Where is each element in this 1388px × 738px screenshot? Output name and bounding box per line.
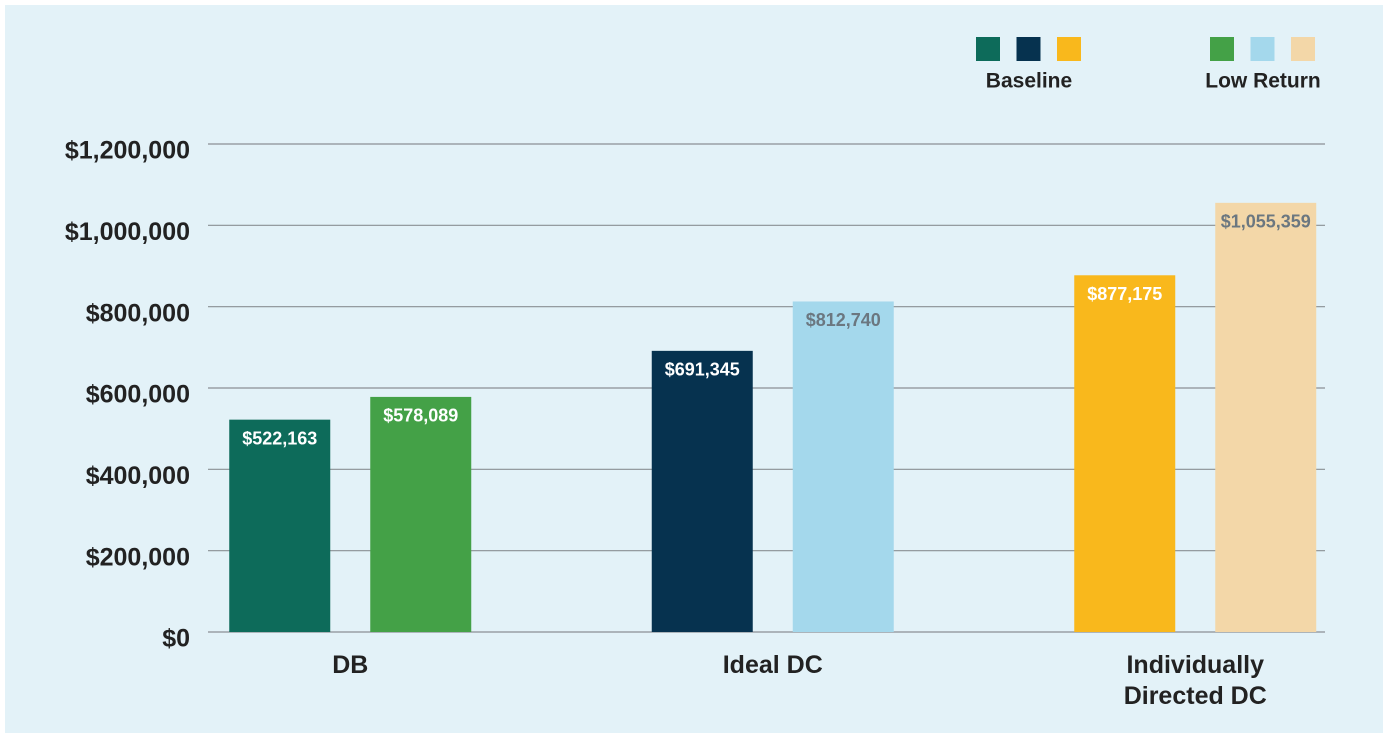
value-label: $522,163 [242,428,317,448]
bar [651,350,753,632]
bar [370,396,472,632]
legend-swatch [1016,37,1041,61]
y-tick-label: $600,000 [86,381,190,409]
bar [229,419,331,632]
value-label: $578,089 [383,406,458,426]
y-tick-label: $0 [162,625,190,653]
x-tick-label: Individually Directed DC [1123,651,1267,710]
y-tick-label: $200,000 [86,543,190,571]
y-tick-label: $1,000,000 [65,218,190,246]
value-label: $691,345 [665,360,740,380]
y-tick-label: $400,000 [86,462,190,490]
bar [1074,275,1176,632]
legend-label: Baseline [986,70,1072,93]
bar [1215,202,1317,632]
legend-swatch [1291,37,1315,61]
x-tick-label: DB [332,651,369,679]
legend-swatch [1057,37,1081,61]
y-tick-label: $1,200,000 [65,137,190,165]
legend-swatch [1210,37,1234,61]
legend-swatch [976,37,1000,61]
y-tick-label: $800,000 [86,299,190,327]
value-label: $812,740 [806,310,881,330]
bar [792,301,894,632]
value-label: $877,175 [1087,284,1162,304]
legend-label: Low Return [1205,70,1321,93]
x-tick-label: Ideal DC [722,651,823,679]
value-label: $1,055,359 [1221,212,1311,232]
legend-swatch [1250,37,1275,61]
